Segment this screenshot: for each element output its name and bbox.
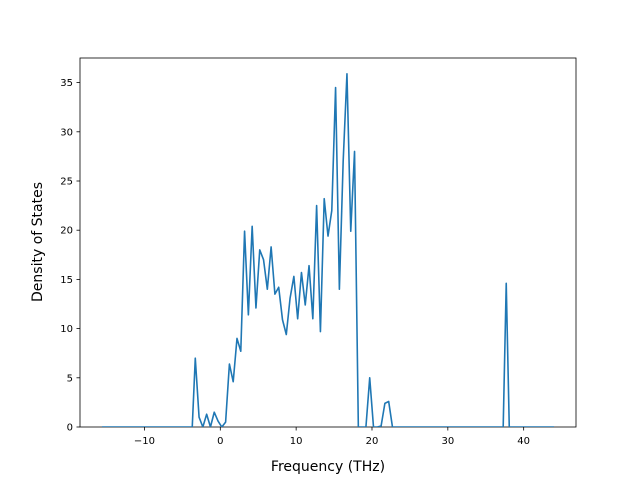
y-tick-label: 0 bbox=[67, 423, 73, 434]
y-tick-label: 15 bbox=[60, 275, 73, 286]
y-tick-label: 25 bbox=[60, 177, 73, 188]
x-tick-label: 20 bbox=[366, 436, 379, 447]
y-axis-ticks: 0 5 10 15 20 25 30 35 bbox=[60, 78, 80, 434]
y-tick-label: 30 bbox=[60, 127, 73, 138]
x-tick-label: −10 bbox=[134, 436, 155, 447]
plot-frame bbox=[79, 57, 577, 428]
y-tick-label: 35 bbox=[60, 78, 73, 89]
x-tick-label: 30 bbox=[441, 436, 454, 447]
x-tick-label: 0 bbox=[217, 436, 223, 447]
x-tick-label: 10 bbox=[290, 436, 303, 447]
y-tick-label: 10 bbox=[60, 324, 73, 335]
y-axis-label: Density of States bbox=[30, 182, 46, 302]
x-axis-label: Frequency (THz) bbox=[271, 459, 385, 475]
y-tick-label: 5 bbox=[67, 373, 73, 384]
x-axis-ticks: −10 0 10 20 30 40 bbox=[134, 427, 530, 447]
plot-area bbox=[79, 57, 577, 428]
dos-series-line bbox=[101, 72, 555, 427]
y-tick-label: 20 bbox=[60, 226, 73, 237]
x-tick-label: 40 bbox=[517, 436, 530, 447]
